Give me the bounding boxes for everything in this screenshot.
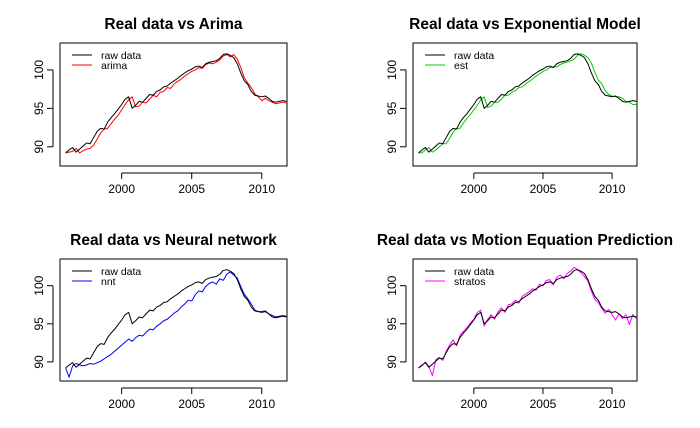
- legend-label: stratos: [454, 276, 486, 288]
- series-line-raw-data: [418, 53, 637, 154]
- legend-label: est: [454, 60, 468, 72]
- y-tick-label: 100: [32, 275, 46, 295]
- legend-label: raw data: [454, 266, 494, 278]
- x-tick-label: 2000: [460, 182, 487, 196]
- x-tick-label: 2010: [248, 397, 275, 411]
- y-tick-label: 100: [385, 275, 399, 295]
- chart-title: Real data vs Neural network: [70, 232, 277, 249]
- x-tick-label: 2005: [530, 397, 557, 411]
- chart-title: Real data vs Motion Equation Prediction: [377, 232, 673, 249]
- plot-frame: [59, 258, 288, 382]
- y-tick-label: 90: [32, 355, 46, 369]
- y-tick-label: 95: [385, 101, 399, 115]
- plot-frame: [412, 42, 638, 167]
- series-line-raw-data: [65, 53, 287, 154]
- plot-frame: [59, 42, 288, 167]
- x-tick-label: 2010: [248, 182, 275, 196]
- series-line-stratos: [418, 266, 637, 377]
- series-group: [65, 269, 287, 378]
- series-line-arima: [65, 54, 287, 154]
- x-tick-label: 2005: [178, 182, 205, 196]
- chart-title: Real data vs Exponential Model: [409, 16, 641, 33]
- y-tick-label: 95: [32, 101, 46, 115]
- plot-frame: [412, 258, 638, 382]
- legend-label: nnt: [101, 276, 116, 288]
- x-tick-label: 2010: [599, 397, 626, 411]
- chart-panel-4: Real data vs Motion Equation Prediction 2…: [377, 232, 673, 411]
- y-tick-label: 90: [385, 355, 399, 369]
- chart-panel-3: Real data vs Neural network 2000 2005 2010 9…: [32, 232, 288, 411]
- y-tick-label: 100: [32, 60, 46, 80]
- x-tick-label: 2000: [108, 397, 135, 411]
- y-tick-label: 90: [32, 140, 46, 154]
- legend-label: arima: [101, 60, 127, 72]
- series-group: [418, 53, 637, 154]
- x-tick-label: 2005: [178, 397, 205, 411]
- series-line-raw-data: [65, 269, 287, 369]
- y-tick-label: 95: [32, 317, 46, 331]
- y-tick-label: 90: [385, 140, 399, 154]
- legend-label: raw data: [101, 266, 141, 278]
- series-group: [65, 53, 287, 154]
- chart-panel-1: Real data vs Arima 2000 2005 2010 90 95 100 raw…: [32, 16, 288, 196]
- series-line-nnt: [65, 271, 287, 378]
- y-tick-label: 95: [385, 317, 399, 331]
- series-line-raw-data: [418, 269, 637, 369]
- x-tick-label: 2005: [530, 182, 557, 196]
- x-tick-label: 2010: [599, 182, 626, 196]
- series-group: [418, 266, 637, 377]
- legend-label: raw data: [101, 50, 141, 62]
- chart-panel-2: Real data vs Exponential Model 2000 2005 20…: [385, 16, 641, 196]
- x-tick-label: 2000: [108, 182, 135, 196]
- series-line-est: [418, 53, 637, 154]
- y-tick-label: 100: [385, 60, 399, 80]
- x-tick-label: 2000: [460, 397, 487, 411]
- chart-title: Real data vs Arima: [104, 16, 243, 33]
- legend-label: raw data: [454, 50, 494, 62]
